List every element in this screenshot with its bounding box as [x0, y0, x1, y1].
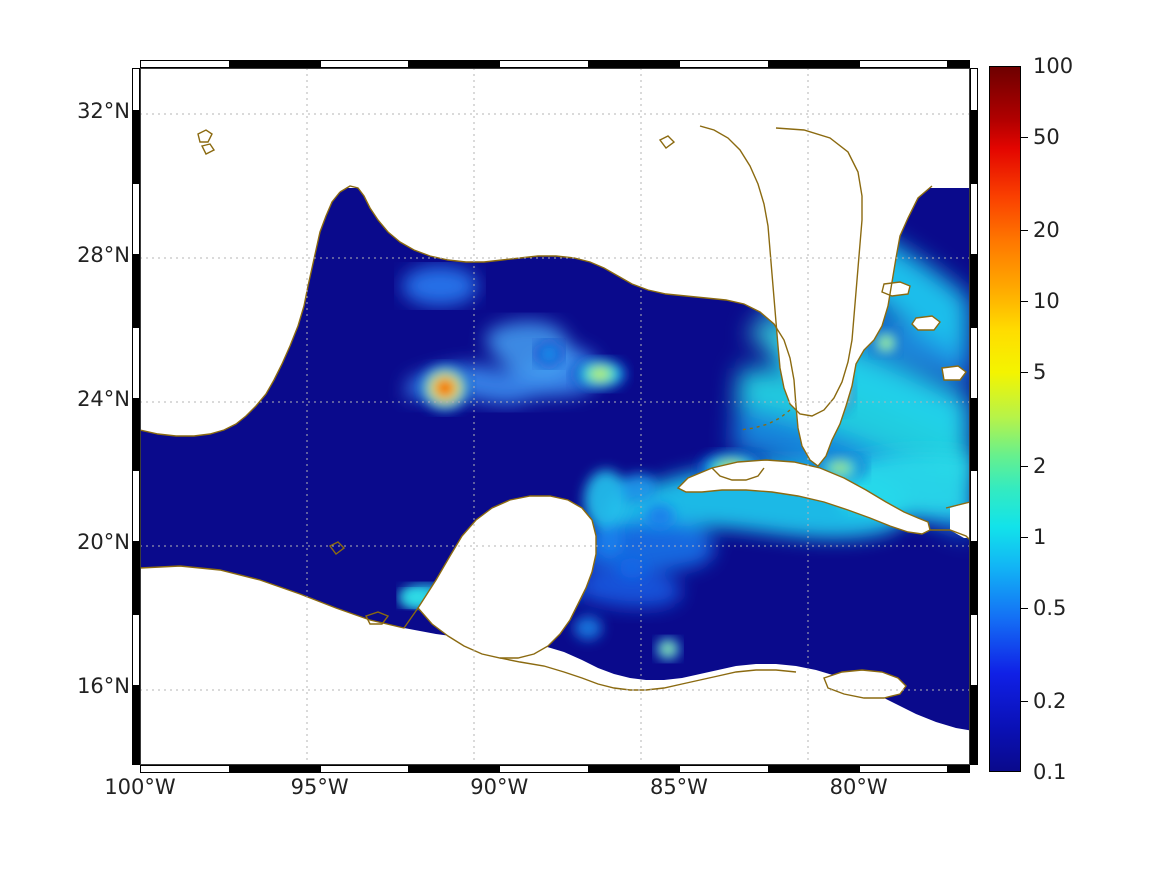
y-tick-label: 16°N	[77, 673, 130, 698]
colorbar-tick-label: 2	[1033, 453, 1047, 478]
frame-tick-segment	[970, 111, 978, 183]
frame-tick-segment	[948, 60, 970, 68]
frame-tick-segment	[970, 614, 978, 686]
frame-tick-segment	[132, 542, 140, 615]
x-tick-label: 90°W	[470, 775, 529, 799]
colorbar-tick-label: 10	[1033, 289, 1060, 314]
colorbar-tick-label: 0.5	[1033, 595, 1067, 620]
colorbar[interactable]	[989, 66, 1021, 772]
hotspot-central-gulf	[419, 364, 471, 412]
y-tick-label: 20°N	[77, 530, 130, 555]
frame-tick-segment	[970, 68, 978, 112]
frame-tick-segment	[140, 60, 230, 68]
colorbar-tick-mark	[1021, 230, 1028, 232]
frame-tick-segment	[140, 765, 230, 773]
y-tick-label: 28°N	[77, 242, 130, 267]
y-tick-label: 24°N	[77, 386, 130, 411]
map-raster	[140, 68, 970, 765]
colorbar-tick-mark	[1021, 607, 1028, 609]
frame-tick-segment	[132, 326, 140, 399]
colorbar-tick-mark	[1021, 136, 1028, 138]
x-tick-label: 85°W	[649, 775, 708, 799]
frame-tick-segment	[499, 765, 590, 773]
x-tick-label: 95°W	[290, 775, 349, 799]
frame-tick-segment	[970, 470, 978, 543]
colorbar-tick-mark	[1021, 372, 1028, 374]
frame-tick-segment	[132, 470, 140, 543]
frame-tick-segment	[768, 60, 859, 68]
frame-tick-segment	[970, 757, 978, 765]
frame-tick-segment	[499, 60, 590, 68]
frame-tick-segment	[229, 60, 320, 68]
frame-tick-segment	[132, 68, 140, 112]
frame-tick-segment	[970, 398, 978, 471]
frame-tick-segment	[319, 60, 410, 68]
colorbar-tick-label: 20	[1033, 218, 1060, 243]
colorbar-gradient	[990, 67, 1020, 771]
frame-tick-segment	[678, 60, 769, 68]
frame-tick-segment	[970, 326, 978, 399]
frame-tick-segment	[858, 60, 949, 68]
frame-tick-segment	[132, 254, 140, 327]
colorbar-tick-label: 1	[1033, 524, 1047, 549]
frame-tick-segment	[970, 542, 978, 615]
x-tick-label: 80°W	[829, 775, 888, 799]
colorbar-tick-mark	[1021, 701, 1028, 703]
map-plot-area[interactable]	[140, 68, 970, 765]
frame-tick-segment	[132, 182, 140, 255]
coastlines	[140, 125, 970, 699]
frame-tick-segment	[409, 765, 500, 773]
frame-tick-segment	[132, 614, 140, 686]
colorbar-tick-mark	[1021, 465, 1028, 467]
colorbar-tick-label: 100	[1033, 54, 1074, 78]
frame-tick-segment	[319, 765, 410, 773]
colorbar-tick-label: 50	[1033, 124, 1060, 149]
frame-tick-segment	[132, 111, 140, 183]
graticule	[140, 68, 970, 765]
x-tick-label: 100°W	[104, 775, 176, 799]
frame-tick-segment	[970, 182, 978, 255]
frame-tick-segment	[589, 765, 679, 773]
colorbar-tick-mark	[1021, 301, 1028, 303]
colorbar-tick-label: 0.2	[1033, 689, 1067, 714]
hotspot-caribbean	[655, 637, 681, 661]
colorbar-tick-label: 0.1	[1033, 760, 1067, 784]
y-tick-label: 32°N	[77, 99, 130, 124]
frame-tick-segment	[132, 685, 140, 758]
frame-tick-segment	[948, 765, 970, 773]
frame-tick-segment	[970, 685, 978, 758]
frame-tick-segment	[858, 765, 949, 773]
map-clip	[140, 68, 970, 765]
colorbar-tick-label: 5	[1033, 360, 1047, 385]
colorbar-tick-mark	[1021, 536, 1028, 538]
frame-tick-segment	[229, 765, 320, 773]
frame-tick-segment	[678, 765, 769, 773]
frame-tick-segment	[768, 765, 859, 773]
hotspot-eastern-gulf	[572, 358, 628, 390]
frame-tick-segment	[589, 60, 679, 68]
frame-tick-segment	[132, 757, 140, 765]
frame-tick-segment	[970, 254, 978, 327]
frame-tick-segment	[132, 398, 140, 471]
frame-tick-segment	[409, 60, 500, 68]
